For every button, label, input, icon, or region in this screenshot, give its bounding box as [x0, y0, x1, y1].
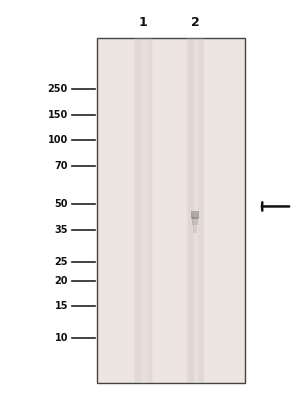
Text: 250: 250: [48, 84, 68, 94]
Bar: [198, 38, 204, 383]
Text: 20: 20: [54, 276, 68, 286]
Bar: [192, 217, 198, 225]
Bar: [191, 211, 199, 219]
Text: 15: 15: [54, 302, 68, 312]
Bar: [135, 38, 141, 383]
Text: 35: 35: [54, 225, 68, 235]
Bar: [188, 38, 194, 383]
Bar: [193, 225, 197, 233]
Bar: [134, 38, 152, 383]
Text: 1: 1: [139, 16, 147, 28]
Text: 10: 10: [54, 333, 68, 343]
Bar: [97, 38, 245, 383]
Bar: [186, 38, 204, 383]
Bar: [148, 38, 154, 383]
Text: 50: 50: [54, 199, 68, 209]
Text: 25: 25: [54, 256, 68, 266]
Text: 100: 100: [48, 135, 68, 145]
Text: 150: 150: [48, 110, 68, 120]
Text: 70: 70: [54, 161, 68, 171]
Text: 2: 2: [191, 16, 199, 28]
